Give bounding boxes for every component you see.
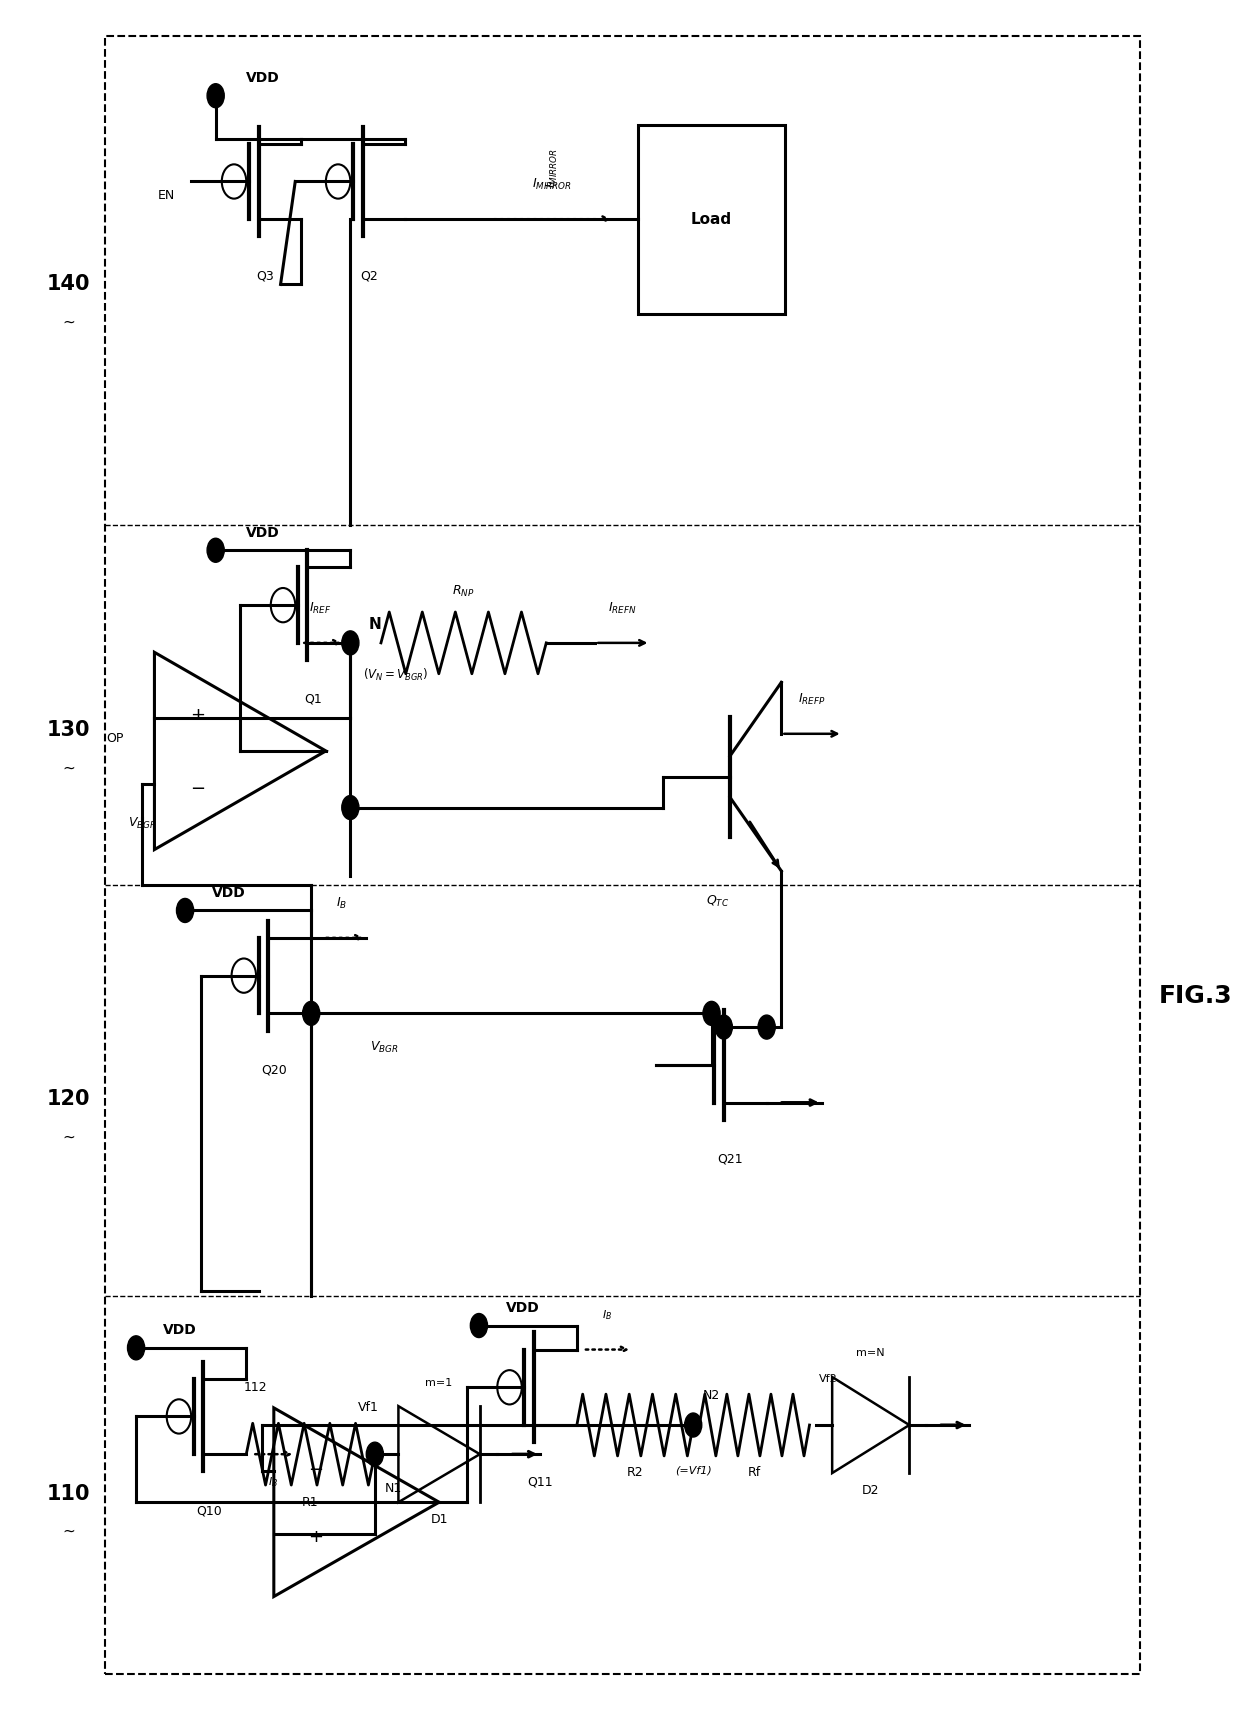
Text: Load: Load [691,211,732,227]
Text: $I_{MIRROR}$: $I_{MIRROR}$ [532,177,573,192]
Text: D1: D1 [430,1514,448,1526]
Circle shape [303,1002,320,1026]
Text: $I_B$: $I_B$ [603,1309,613,1323]
Text: Vf1: Vf1 [358,1402,379,1414]
Text: FIG.3: FIG.3 [1158,984,1233,1008]
Text: VDD: VDD [506,1301,539,1314]
Text: $I_{REF}$: $I_{REF}$ [309,601,331,617]
Text: +: + [308,1527,322,1546]
Text: Q3: Q3 [255,270,274,282]
Text: Q11: Q11 [527,1476,553,1488]
Circle shape [703,1002,720,1026]
Text: VDD: VDD [212,886,246,900]
Text: $-$: $-$ [190,778,205,795]
Text: $R_{NP}$: $R_{NP}$ [453,584,475,600]
Text: m=1: m=1 [425,1378,453,1388]
Text: Q10: Q10 [197,1505,222,1517]
Text: 110: 110 [47,1484,91,1503]
Circle shape [366,1441,383,1465]
Text: VDD: VDD [247,70,280,84]
Circle shape [470,1314,487,1338]
Text: 112: 112 [244,1381,268,1393]
Text: OP: OP [107,732,124,746]
Text: ~: ~ [62,314,76,330]
Text: $-$: $-$ [308,1459,322,1477]
Text: 130: 130 [47,720,91,740]
Text: Q1: Q1 [305,692,322,706]
Text: Rf: Rf [748,1467,761,1479]
Text: (=Vf1): (=Vf1) [675,1465,712,1476]
Circle shape [342,631,358,655]
Text: $V_{BGR}$: $V_{BGR}$ [371,1039,399,1055]
Text: $I_{MIRROR}$: $I_{MIRROR}$ [544,148,560,189]
Text: $I_B$: $I_B$ [268,1476,278,1490]
Text: N: N [368,617,382,632]
Bar [639,125,785,314]
Text: +: + [190,706,205,723]
Circle shape [128,1337,145,1361]
Text: Vf2: Vf2 [820,1374,838,1385]
Text: $I_{REFP}$: $I_{REFP}$ [799,692,826,708]
Circle shape [207,84,224,108]
Text: ~: ~ [62,1524,76,1539]
Bar [105,36,1140,1673]
Text: Q2: Q2 [360,270,378,282]
Text: $V_{BGR}$: $V_{BGR}$ [128,816,156,832]
Text: N2: N2 [703,1390,720,1402]
Circle shape [758,1015,775,1039]
Text: $Q_{TC}$: $Q_{TC}$ [706,895,729,909]
Circle shape [715,1015,733,1039]
Text: VDD: VDD [162,1323,197,1337]
Text: m=N: m=N [857,1349,885,1359]
Text: N1: N1 [384,1483,402,1495]
Circle shape [176,899,193,923]
Text: Q21: Q21 [717,1153,743,1167]
Circle shape [684,1412,702,1436]
Text: R1: R1 [303,1496,319,1508]
Text: $I_{REFN}$: $I_{REFN}$ [608,601,636,617]
Circle shape [342,795,358,819]
Text: VDD: VDD [247,526,280,539]
Text: 140: 140 [47,275,91,294]
Text: R2: R2 [626,1467,644,1479]
Text: 120: 120 [47,1089,91,1110]
Text: ~: ~ [62,761,76,775]
Text: $(V_N=V_{BGR})$: $(V_N=V_{BGR})$ [362,667,428,684]
Text: EN: EN [157,189,175,201]
Text: D2: D2 [862,1484,879,1496]
Circle shape [207,538,224,562]
Text: Q20: Q20 [262,1063,288,1077]
Text: $I_B$: $I_B$ [336,897,347,911]
Text: ~: ~ [62,1129,76,1144]
